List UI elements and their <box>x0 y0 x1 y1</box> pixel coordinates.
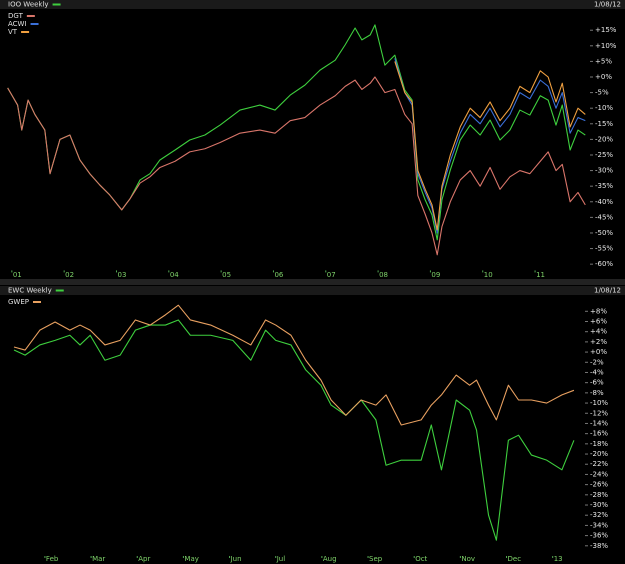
y-tick-label: -16% <box>590 430 608 438</box>
x-tick-label: Jul <box>276 555 286 563</box>
y-tick-label: -45% <box>595 213 613 221</box>
x-tick-label: Mar <box>92 555 105 563</box>
y-tick-label: -30% <box>590 501 608 509</box>
x-tick-label: 13 <box>554 555 563 563</box>
y-tick-label: -30% <box>595 167 613 175</box>
y-tick-label: +10% <box>595 42 617 50</box>
series-line <box>394 61 586 231</box>
y-tick-label: +6% <box>590 317 607 325</box>
chart-date: 1/08/12 <box>594 1 621 9</box>
y-tick-label: -20% <box>590 450 608 458</box>
x-tick-label: Feb <box>46 555 59 563</box>
y-tick-label: +5% <box>595 57 612 65</box>
y-tick-label: -18% <box>590 440 608 448</box>
x-tick-label: Apr <box>138 555 150 563</box>
y-tick-label: -60% <box>595 260 613 268</box>
y-tick-label: -22% <box>590 460 608 468</box>
x-tick-label: May <box>184 555 198 563</box>
x-tick-label: 06 <box>274 271 283 279</box>
x-tick-label: Jun <box>230 555 242 563</box>
legend-label: VT <box>8 28 18 36</box>
y-tick-label: -5% <box>595 89 609 97</box>
y-tick-label: -40% <box>595 198 613 206</box>
header-bar <box>0 286 625 295</box>
y-tick-label: +0% <box>590 348 607 356</box>
chart-title: IOO Weekly <box>8 1 49 9</box>
y-tick-label: -26% <box>590 481 608 489</box>
y-tick-label: -25% <box>595 151 613 159</box>
legend-label: ACWI <box>8 20 27 28</box>
y-tick-label: -10% <box>595 104 613 112</box>
chart-title: EWC Weekly <box>8 287 52 295</box>
separator <box>0 279 625 285</box>
series-line <box>7 76 586 256</box>
x-tick-label: 02 <box>65 271 74 279</box>
series-line <box>13 304 575 426</box>
y-tick-label: -38% <box>590 542 608 550</box>
y-tick-label: -36% <box>590 532 608 540</box>
y-tick-label: +2% <box>590 338 607 346</box>
x-tick-label: 03 <box>117 271 126 279</box>
x-tick-label: Oct <box>415 555 427 563</box>
y-tick-label: -55% <box>595 245 613 253</box>
series-line <box>13 319 575 541</box>
header-bar <box>0 0 625 9</box>
x-tick-label: Aug <box>323 555 337 563</box>
y-tick-label: +8% <box>590 307 607 315</box>
chart-date: 1/08/12 <box>594 287 621 295</box>
x-tick-label: Dec <box>508 555 522 563</box>
y-tick-label: +0% <box>595 73 612 81</box>
y-tick-label: -2% <box>590 358 604 366</box>
x-tick-label: 07 <box>327 271 336 279</box>
x-tick-label: 01 <box>13 271 22 279</box>
y-tick-label: +15% <box>595 26 617 34</box>
legend-label: DGT <box>8 12 24 20</box>
x-tick-label: 10 <box>484 271 493 279</box>
x-tick-label: 05 <box>222 271 231 279</box>
y-tick-label: -8% <box>590 389 604 397</box>
y-tick-label: -10% <box>590 399 608 407</box>
footer <box>0 556 625 564</box>
y-tick-label: -28% <box>590 491 608 499</box>
y-tick-label: -34% <box>590 521 608 529</box>
y-tick-label: -20% <box>595 135 613 143</box>
series-line <box>394 58 586 234</box>
y-tick-label: -35% <box>595 182 613 190</box>
y-tick-label: -24% <box>590 470 608 478</box>
y-tick-label: -50% <box>595 229 613 237</box>
x-tick-label: Nov <box>461 555 475 563</box>
y-tick-label: -4% <box>590 368 604 376</box>
y-tick-label: +4% <box>590 328 607 336</box>
y-tick-label: -32% <box>590 511 608 519</box>
x-tick-label: 08 <box>379 271 388 279</box>
legend-label: GWEP <box>8 298 29 306</box>
x-tick-label: 11 <box>536 271 545 279</box>
x-tick-label: Sep <box>369 555 383 563</box>
y-tick-label: -12% <box>590 409 608 417</box>
x-tick-label: 09 <box>431 271 440 279</box>
x-tick-label: 04 <box>170 271 179 279</box>
y-tick-label: -6% <box>590 379 604 387</box>
y-tick-label: -15% <box>595 120 613 128</box>
y-tick-label: -14% <box>590 419 608 427</box>
